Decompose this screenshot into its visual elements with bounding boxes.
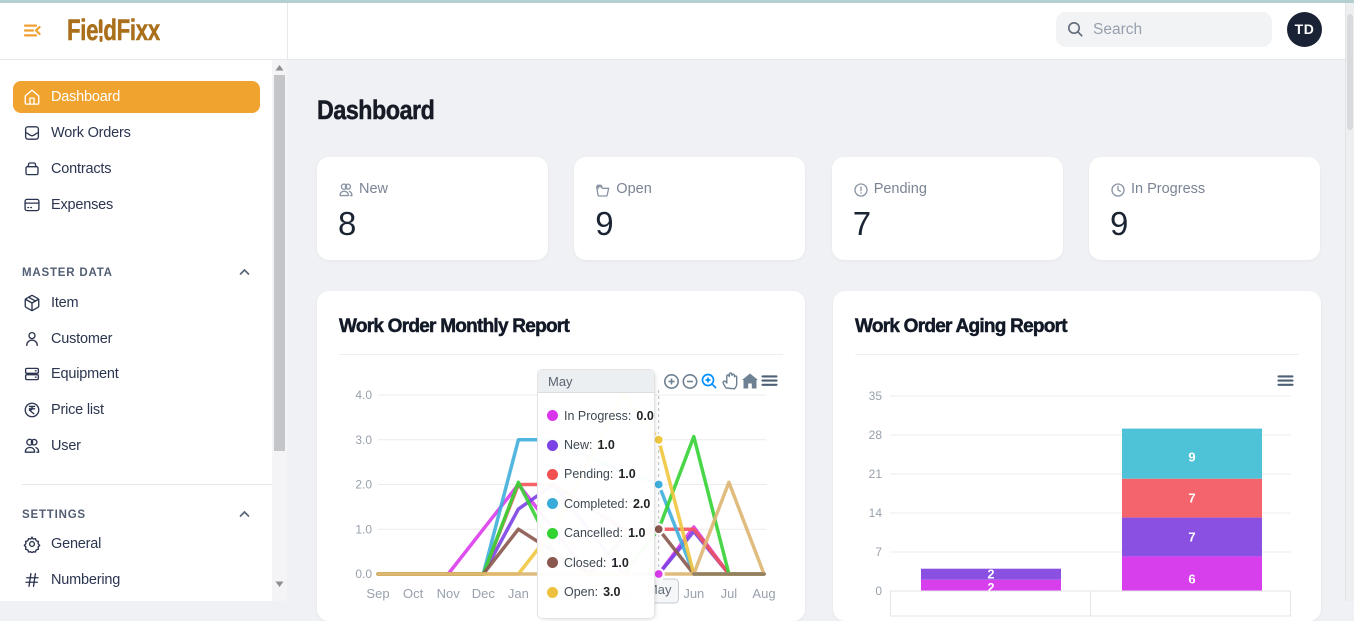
svg-text:4.0: 4.0 bbox=[355, 388, 372, 402]
svg-text:3.0: 3.0 bbox=[355, 433, 372, 447]
svg-text:7: 7 bbox=[875, 545, 882, 559]
svg-text:Sep: Sep bbox=[366, 586, 389, 601]
svg-text:9: 9 bbox=[1188, 450, 1195, 465]
svg-text:Aug: Aug bbox=[752, 586, 775, 601]
svg-text:Jun: Jun bbox=[683, 586, 704, 601]
svg-text:Nov: Nov bbox=[437, 586, 461, 601]
svg-text:0: 0 bbox=[875, 584, 882, 598]
svg-text:2.0: 2.0 bbox=[355, 478, 372, 492]
svg-text:21: 21 bbox=[869, 467, 883, 481]
svg-text:Dec: Dec bbox=[472, 586, 496, 601]
svg-text:1.0: 1.0 bbox=[355, 522, 372, 536]
svg-text:2: 2 bbox=[988, 568, 995, 582]
svg-text:7: 7 bbox=[1188, 530, 1195, 545]
svg-text:28: 28 bbox=[869, 428, 883, 442]
svg-text:0.0: 0.0 bbox=[355, 567, 372, 581]
svg-text:35: 35 bbox=[869, 389, 883, 403]
svg-text:14: 14 bbox=[869, 506, 883, 520]
svg-text:Jan: Jan bbox=[508, 586, 529, 601]
svg-text:Jul: Jul bbox=[721, 586, 738, 601]
svg-text:2: 2 bbox=[988, 581, 995, 595]
svg-text:Oct: Oct bbox=[403, 586, 424, 601]
svg-text:6: 6 bbox=[1188, 572, 1195, 587]
svg-text:7: 7 bbox=[1188, 491, 1195, 506]
